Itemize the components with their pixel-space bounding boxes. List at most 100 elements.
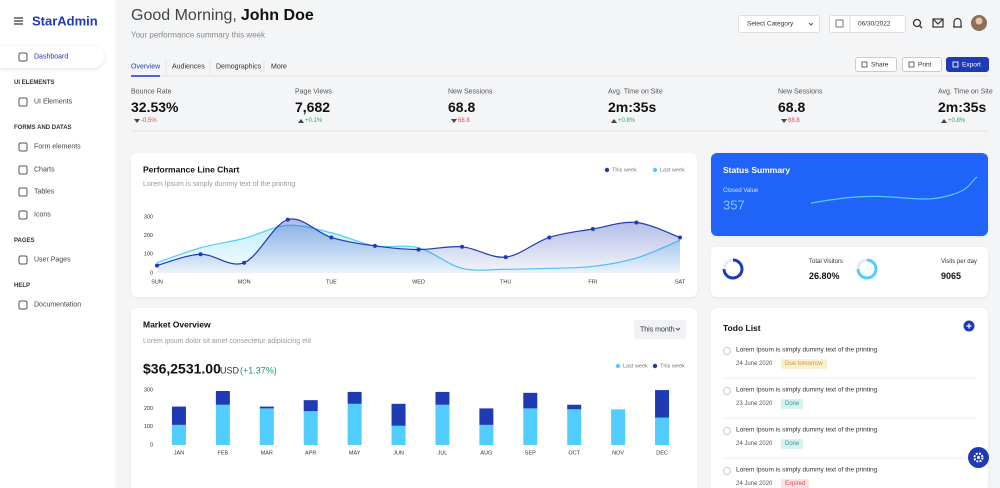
x-tick-label: FRI: [588, 279, 597, 285]
category-select[interactable]: Select Category: [738, 15, 820, 33]
bar-segment: [567, 404, 582, 410]
status-title: Status Summary: [723, 165, 791, 175]
greeting: Good Morning, John Doe: [131, 7, 314, 25]
nav-item[interactable]: Tables: [34, 188, 55, 196]
nav-icon-shape: [18, 97, 28, 107]
point: [634, 220, 639, 225]
bar-segment: [523, 408, 538, 445]
bar-segment: [655, 417, 670, 445]
nav-item[interactable]: Dashboard: [34, 53, 69, 61]
todo-title: Todo List: [723, 323, 761, 333]
x-tick-label: WED: [412, 279, 425, 285]
nav-icon-shape: [18, 52, 28, 62]
trend-arrow: [941, 119, 947, 123]
nav-icon-shape: [18, 300, 28, 309]
x-tick-label: SAT: [675, 279, 686, 285]
change: (+1.37%): [240, 365, 277, 375]
nav-icon-shape: [18, 165, 28, 174]
todo-text: Lorem Ipsum is simply dummy text of the …: [736, 346, 878, 354]
nav-section-title: HELP: [14, 282, 31, 289]
bar-segment: [523, 392, 538, 409]
bar-segment: [391, 403, 406, 426]
bar-segment: [567, 409, 582, 445]
stat-change: -0.5%: [141, 118, 157, 124]
x-tick-label: DEC: [656, 450, 668, 456]
tab[interactable]: Demographics: [216, 63, 262, 71]
y-tick-label: 0: [150, 270, 153, 276]
nav-section-title: FORMS AND DATAS: [14, 125, 72, 131]
arrow: [611, 119, 617, 123]
bar-segment: [655, 390, 670, 418]
trend-arrow: [134, 119, 140, 123]
stat-label: Page Views: [295, 88, 332, 96]
tab[interactable]: Audiences: [172, 63, 205, 71]
menu-icon[interactable]: [13, 16, 25, 26]
point: [198, 252, 203, 257]
area: [157, 219, 680, 273]
todo-date: 24 June 2020: [736, 441, 773, 447]
chart-subtitle: Lorem Ipsum is simply dummy text of the …: [143, 181, 295, 188]
bar-segment: [435, 391, 450, 405]
nav-icon-shape: [18, 187, 28, 197]
stat-change: +0.8%: [618, 118, 636, 124]
x-tick-label: OCT: [568, 450, 580, 456]
tab[interactable]: Overview: [131, 63, 161, 71]
visits-label: Visits per day: [941, 259, 977, 265]
nav-item[interactable]: Icons: [34, 211, 51, 218]
tab[interactable]: More: [271, 63, 287, 71]
search-icon: [919, 25, 923, 29]
stat-change: +0.8%: [948, 118, 966, 124]
nav-item[interactable]: Form elements: [34, 143, 81, 151]
point: [242, 260, 247, 265]
subtitle: Your performance summary this week: [131, 30, 265, 40]
nav-item[interactable]: Documentation: [34, 301, 82, 308]
action-button[interactable]: Share: [855, 57, 897, 72]
bar-segment: [171, 424, 186, 445]
settings-button[interactable]: [968, 447, 989, 468]
nav-item[interactable]: UI Elements: [34, 98, 73, 106]
action-button[interactable]: Print: [902, 57, 942, 72]
performance-card: Performance Line Chart Lorem Ipsum is sim…: [131, 153, 697, 297]
trend-arrow: [451, 119, 457, 123]
dropdown-arrow: [808, 22, 814, 26]
visitors-value: 26.80%: [809, 271, 840, 281]
arrow: [134, 119, 140, 123]
greeting-text: Good Morning,: [131, 7, 237, 24]
checkbox: [723, 387, 731, 395]
calendar-icon: [835, 16, 851, 32]
nav-item[interactable]: Charts: [34, 166, 55, 173]
ring: [722, 258, 744, 280]
nav-icon: [18, 165, 28, 174]
period-select[interactable]: [634, 320, 686, 339]
action-label: Export: [962, 61, 981, 68]
status-value: 357: [723, 197, 745, 213]
x-tick-label: TUE: [326, 279, 337, 285]
nav-item[interactable]: User Pages: [34, 256, 71, 263]
sparkline: [810, 176, 978, 204]
action-label: Share: [871, 61, 889, 68]
stat-label: Bounce Rate: [131, 88, 172, 96]
icon: [908, 61, 915, 68]
todo-text: Lorem Ipsum is simply dummy text of the …: [736, 426, 878, 434]
action-label: Print: [918, 61, 932, 68]
todo-status: Done: [781, 439, 804, 449]
arrow: [808, 22, 814, 26]
stat-label: Avg. Time on Site: [608, 88, 663, 96]
action-button[interactable]: Export: [946, 57, 989, 72]
action-icon: [908, 61, 915, 68]
user-name: John Doe: [240, 7, 314, 24]
stat-label: Avg. Time on Site: [938, 88, 993, 96]
currency: USD: [220, 365, 240, 375]
trend-arrow: [611, 119, 617, 123]
point: [416, 247, 421, 252]
nav-icon-shape: [18, 142, 28, 152]
x-tick-label: JUN: [393, 450, 404, 456]
period-arrow: [675, 327, 681, 331]
active-pill[interactable]: [0, 46, 104, 68]
date-picker[interactable]: 06/30/2022: [829, 15, 906, 33]
nav-icon: [18, 142, 28, 152]
todo-date: 24 June 2020: [736, 481, 773, 487]
action-icon: [861, 61, 868, 68]
settings-icon: [973, 452, 984, 463]
